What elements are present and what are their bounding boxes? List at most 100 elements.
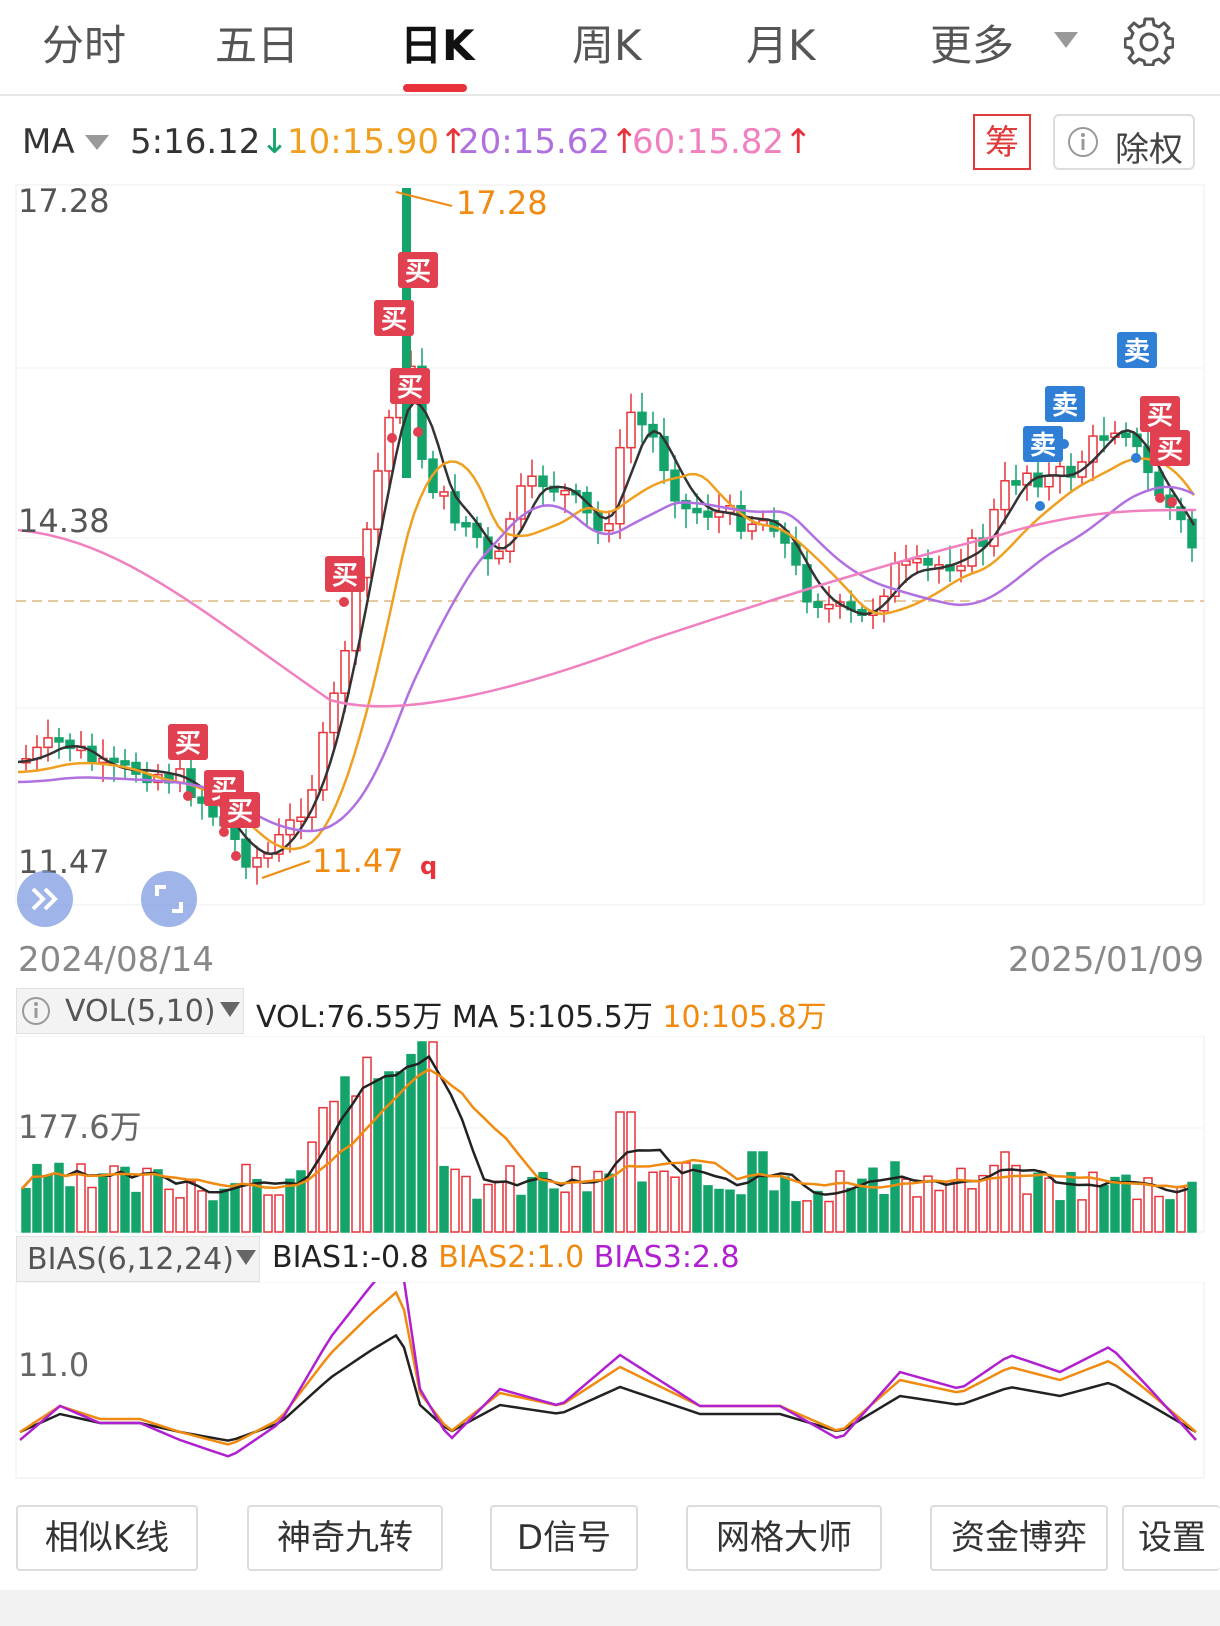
candle-body [956,565,966,572]
candle-body [43,737,53,749]
buy-signal-badge: 买 [374,300,414,336]
volume-bar [109,1165,119,1233]
volume-bar [1022,1193,1032,1233]
volume-bar [1176,1186,1186,1233]
candle-body [494,550,504,560]
tab-intraday[interactable]: 分时 [42,21,127,70]
signal-badge-label: 买 [227,797,253,827]
price-high-label: 17.28 [18,182,110,220]
ma-dropdown-icon[interactable] [84,134,110,152]
volume-ma-lines [21,1054,1189,1196]
buy-signal-badge: 买 [325,556,365,592]
settings-gear-icon[interactable] [1124,16,1174,66]
signal-badge-label: 买 [175,729,201,759]
volume-bar [32,1163,42,1233]
signal-dot [339,597,349,607]
volume-bar [604,1173,614,1233]
info-icon [1068,127,1098,157]
candle-body [329,692,339,734]
candle-body [989,508,999,547]
volume-bar [285,1178,295,1233]
volume-bar [175,1197,185,1233]
volume-bar [439,1165,449,1233]
candle-body [659,436,669,471]
candle-body [626,411,636,449]
ma-selector-label[interactable]: MA [22,122,75,162]
bias-lines [19,1282,1197,1458]
settings-button[interactable]: 设置 [1122,1505,1220,1571]
ma5-value: 5:16.12↓ [130,122,289,162]
signal-badge-bg [1045,386,1085,422]
low-marker-line [261,860,311,879]
volume-bar [802,1200,812,1233]
fullscreen-button[interactable] [140,870,198,928]
tab-weekly-k[interactable]: 周K [572,21,642,70]
volume-bar [670,1176,680,1233]
candle-body [296,816,306,822]
volume-bar [472,1198,482,1233]
candle-body [54,737,64,743]
candle-body [1176,506,1186,521]
volume-bar [1099,1185,1109,1233]
volume-bar [560,1191,570,1233]
volume-bar [142,1167,152,1233]
high-marker-label: 17.28 [456,184,548,222]
ex-rights-button[interactable]: 除权 [1053,114,1195,170]
d-signal-button[interactable]: D信号 [490,1505,638,1571]
volume-bar [1044,1177,1054,1233]
capital-game-button[interactable]: 资金博弈 [930,1505,1108,1571]
volume-bar [1165,1199,1175,1233]
expand-left-button[interactable] [16,870,74,928]
volume-bar [483,1183,493,1233]
low-marker-label: 11.47 [312,842,404,880]
grid-master-button[interactable]: 网格大师 [686,1505,882,1571]
candle-body [120,760,130,766]
volume-bar [736,1194,746,1233]
candle-body [461,521,471,528]
tab-more[interactable]: 更多 [930,21,1015,70]
signal-dot [387,433,397,443]
magic-nine-button[interactable]: 神奇九转 [247,1505,443,1571]
bias3-line [19,1282,1197,1458]
signal-dot [1167,497,1177,507]
volume-bar [362,1056,372,1233]
signal-dot [183,791,193,801]
volume-axis-label: 177.6万 [18,1108,142,1146]
candle-body [109,757,119,764]
candle-body [373,470,383,531]
volume-bar [703,1185,713,1233]
volume-bar [1121,1174,1131,1233]
volume-bar [945,1180,955,1233]
candle-body [1121,432,1131,438]
signal-badge-bg [1150,430,1190,466]
signal-badge-label: 买 [1157,435,1183,465]
candle-body [681,500,691,510]
bias1-line [19,1333,1197,1442]
volume-bar [846,1187,856,1233]
chevron-down-icon[interactable] [1053,30,1079,50]
vol-selector[interactable]: VOL(5,10) [16,988,244,1034]
signal-badge-bg [1117,332,1157,368]
candle-body [340,649,350,694]
candle-body [252,857,262,868]
volume-bar [1055,1200,1065,1233]
tab-monthly-k[interactable]: 月K [746,21,816,70]
candle-body [637,411,647,426]
signal-badge-bg [374,300,414,336]
volume-bar [1066,1171,1076,1233]
tab-five-day[interactable]: 五日 [215,21,300,70]
signal-badge-label: 买 [332,561,358,591]
volume-bar [659,1170,669,1233]
signal-dot [1059,439,1069,449]
volume-bar [538,1172,548,1233]
bias-selector[interactable]: BIAS(6,12,24) [16,1236,260,1282]
buy-signal-badge: 买 [398,252,438,288]
similar-kline-button[interactable]: 相似K线 [16,1505,198,1571]
volume-bar [912,1196,922,1233]
chip-distribution-button[interactable]: 筹 [973,114,1031,170]
volume-bar [835,1170,845,1233]
tab-daily-k[interactable]: 日K [400,21,475,70]
volume-bar [626,1111,636,1233]
signal-dot [1155,493,1165,503]
